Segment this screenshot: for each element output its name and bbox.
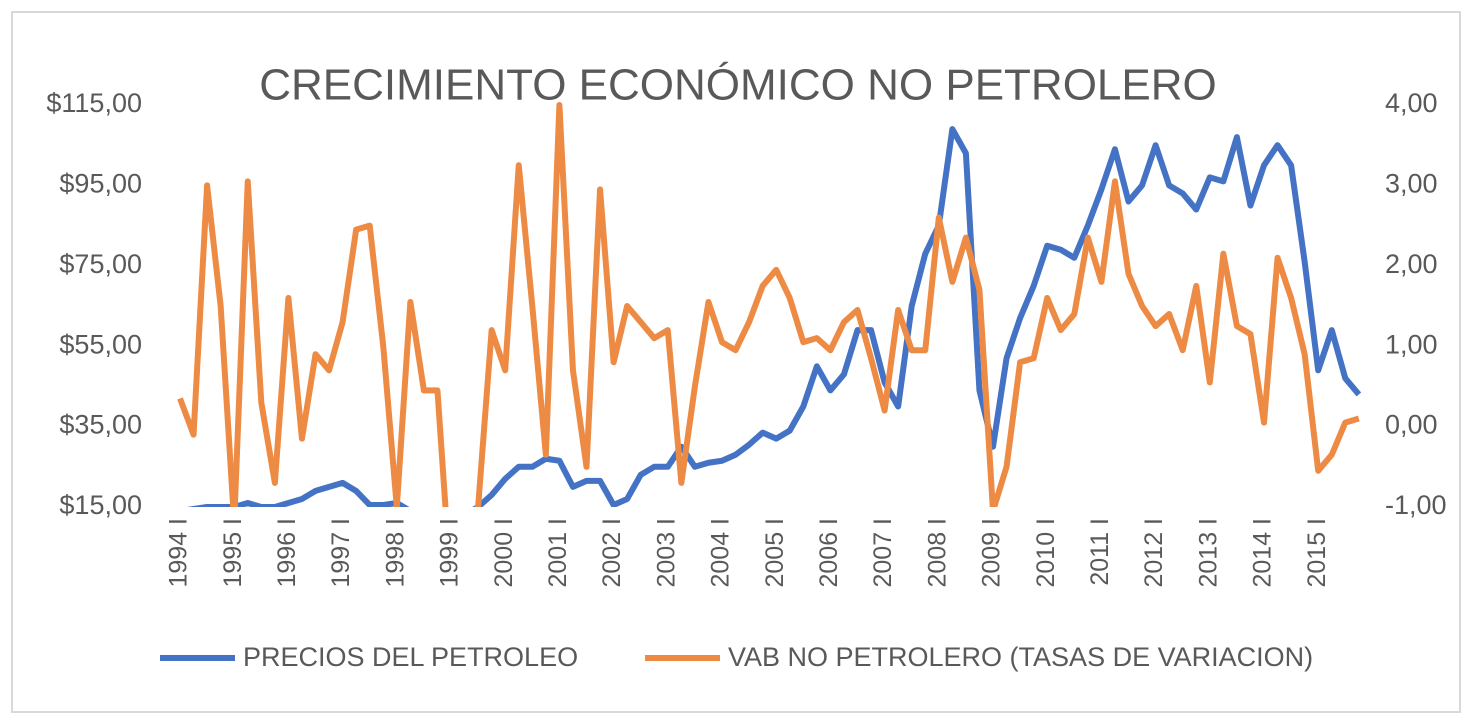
- x-tick-label: 1995 I: [219, 518, 247, 588]
- x-tick-label: 1997 I: [327, 518, 355, 588]
- x-tick-label: 2005 I: [761, 518, 789, 588]
- legend-label: PRECIOS DEL PETROLEO: [243, 642, 578, 672]
- x-tick-label: 2014 I: [1249, 518, 1277, 588]
- chart-frame: [11, 11, 1461, 713]
- x-tick-label: 2000 I: [490, 518, 518, 588]
- y-tick-label: $55,00: [59, 329, 142, 359]
- y2-tick-label: 4,00: [1385, 88, 1438, 118]
- x-tick-label: 1996 I: [273, 518, 301, 588]
- x-tick-label: 2008 I: [923, 518, 951, 588]
- plot-area: [177, 102, 1362, 507]
- y2-tick-label: -1,00: [1385, 490, 1447, 520]
- x-tick-label: 2007 I: [869, 518, 897, 588]
- y2-tick-label: 2,00: [1385, 249, 1438, 279]
- x-tick-label: 2012 I: [1140, 518, 1168, 588]
- x-tick-label: 2010 I: [1032, 518, 1060, 588]
- x-tick-label: 1998 I: [381, 518, 409, 588]
- chart-title: CRECIMIENTO ECONÓMICO NO PETROLERO: [259, 61, 1217, 110]
- x-tick-label: 2001 I: [544, 518, 572, 588]
- x-tick-label: 2013 I: [1194, 518, 1222, 588]
- x-tick-label: 2009 I: [978, 518, 1006, 588]
- legend-label: VAB NO PETROLERO (TASAS DE VARIACION): [728, 642, 1313, 672]
- y-tick-label: $95,00: [59, 169, 142, 199]
- y-tick-label: $115,00: [46, 88, 142, 118]
- x-tick-label: 1999 I: [436, 518, 464, 588]
- x-tick-label: 2003 I: [652, 518, 680, 588]
- y-tick-label: $15,00: [59, 490, 142, 520]
- y-tick-label: $35,00: [59, 410, 142, 440]
- y2-tick-label: 1,00: [1385, 329, 1438, 359]
- y-tick-label: $75,00: [59, 249, 142, 279]
- y2-tick-label: 3,00: [1385, 169, 1438, 199]
- x-tick-label: 2011 I: [1086, 518, 1114, 586]
- x-tick-label: 1994 I: [165, 518, 193, 588]
- data-line: [177, 102, 1360, 507]
- x-tick-label: 2004 I: [707, 518, 735, 588]
- x-tick-label: 2015 I: [1303, 518, 1331, 588]
- x-tick-label: 2002 I: [598, 518, 626, 588]
- y2-tick-label: 0,00: [1385, 410, 1438, 440]
- x-tick-label: 2006 I: [815, 518, 843, 588]
- data-line: [186, 126, 1362, 507]
